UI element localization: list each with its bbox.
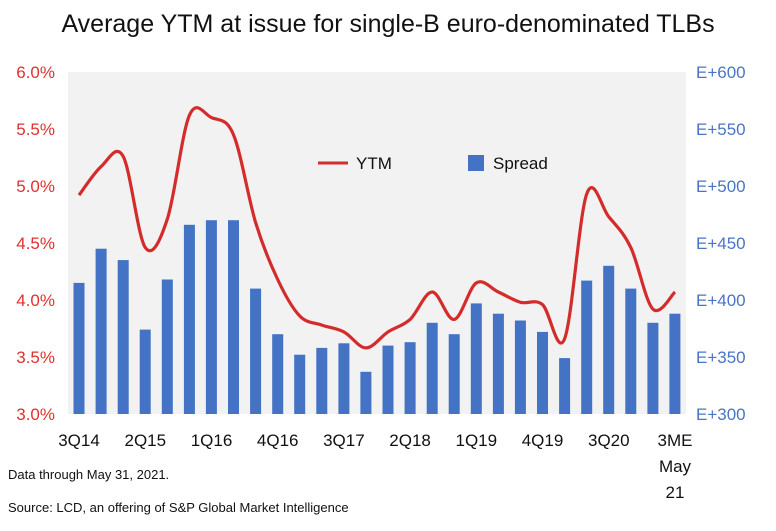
x-axis-tick-label: 3Q14 (58, 431, 100, 450)
left-axis-tick-label: 3.0% (16, 405, 55, 424)
x-axis-tick-label: 3Q17 (323, 431, 365, 450)
spread-bar (492, 313, 504, 414)
plot-area (68, 72, 686, 414)
x-axis-tick-label-extra: 21 (666, 483, 685, 502)
legend-ytm-label: YTM (356, 154, 392, 173)
x-axis-tick-label: 2Q18 (389, 431, 431, 450)
x-axis-tick-label: 4Q19 (522, 431, 564, 450)
spread-bar (294, 354, 306, 414)
ytm-line (77, 106, 677, 350)
x-axis-tick-label-extra: May (659, 457, 692, 476)
right-axis-tick-label: E+300 (696, 405, 746, 424)
spread-bar (537, 331, 548, 414)
spread-bar (161, 279, 173, 414)
spread-bar (404, 342, 416, 414)
spread-bar (581, 280, 593, 414)
spread-bar (470, 303, 482, 414)
spread-bar (272, 334, 284, 414)
x-axis-tick-label: 2Q15 (125, 431, 167, 450)
right-axis-tick-label: E+350 (696, 348, 746, 367)
right-axis-tick-label: E+600 (696, 63, 746, 82)
left-axis-tick-label: 6.0% (16, 63, 55, 82)
spread-bar (139, 329, 151, 414)
spread-bar (448, 334, 460, 414)
spread-bar (183, 224, 195, 414)
x-axis-ticks: 3Q14 2Q15 1Q16 4Q16 3Q17 2Q18 1Q19 4Q19 3Q20 3ME M… (58, 431, 692, 502)
x-axis-tick-label: 1Q19 (456, 431, 498, 450)
left-axis-tick-label: 4.5% (16, 234, 55, 253)
spread-bar (117, 260, 129, 414)
legend-spread-label: Spread (493, 154, 548, 173)
spread-bar (360, 371, 372, 414)
spread-bar (382, 345, 394, 414)
spread-bar (669, 313, 681, 414)
footnote-source: Source: LCD, an offering of S&P Global M… (8, 500, 349, 515)
x-axis-tick-label: 1Q16 (191, 431, 233, 450)
left-axis-tick-label: 5.0% (16, 177, 55, 196)
right-axis-tick-label: E+400 (696, 291, 746, 310)
spread-bar (559, 358, 571, 414)
x-axis-tick-label: 4Q16 (257, 431, 299, 450)
left-axis-ticks: 3.0% 3.5% 4.0% 4.5% 5.0% 5.5% 6.0% (16, 63, 55, 424)
right-axis-tick-label: E+450 (696, 234, 746, 253)
spread-bars (73, 220, 681, 414)
spread-bar (205, 220, 217, 414)
right-axis-ticks: E+300 E+350 E+400 E+450 E+500 E+550 E+600 (696, 63, 746, 424)
left-axis-tick-label: 3.5% (16, 348, 55, 367)
spread-bar (73, 282, 85, 414)
spread-bar (426, 322, 438, 414)
right-axis-tick-label: E+500 (696, 177, 746, 196)
spread-bar (95, 248, 107, 414)
ytm-line-layer (77, 106, 677, 350)
spread-bar (647, 322, 659, 414)
x-axis-tick-label: 3ME (658, 431, 693, 450)
right-axis-tick-label: E+550 (696, 120, 746, 139)
footnote-data-through: Data through May 31, 2021. (8, 467, 169, 482)
spread-bar (338, 343, 350, 414)
spread-bar (316, 347, 328, 414)
spread-bar (514, 320, 526, 414)
legend: YTM Spread (318, 154, 548, 173)
left-axis-tick-label: 4.0% (16, 291, 55, 310)
left-axis-tick-label: 5.5% (16, 120, 55, 139)
spread-bar (228, 220, 239, 414)
chart-title: Average YTM at issue for single-B euro-d… (61, 10, 714, 38)
spread-bar (250, 288, 262, 414)
x-axis-tick-label: 3Q20 (588, 431, 630, 450)
legend-spread-swatch (468, 155, 484, 171)
spread-bar (625, 288, 637, 414)
spread-bar (603, 265, 615, 414)
